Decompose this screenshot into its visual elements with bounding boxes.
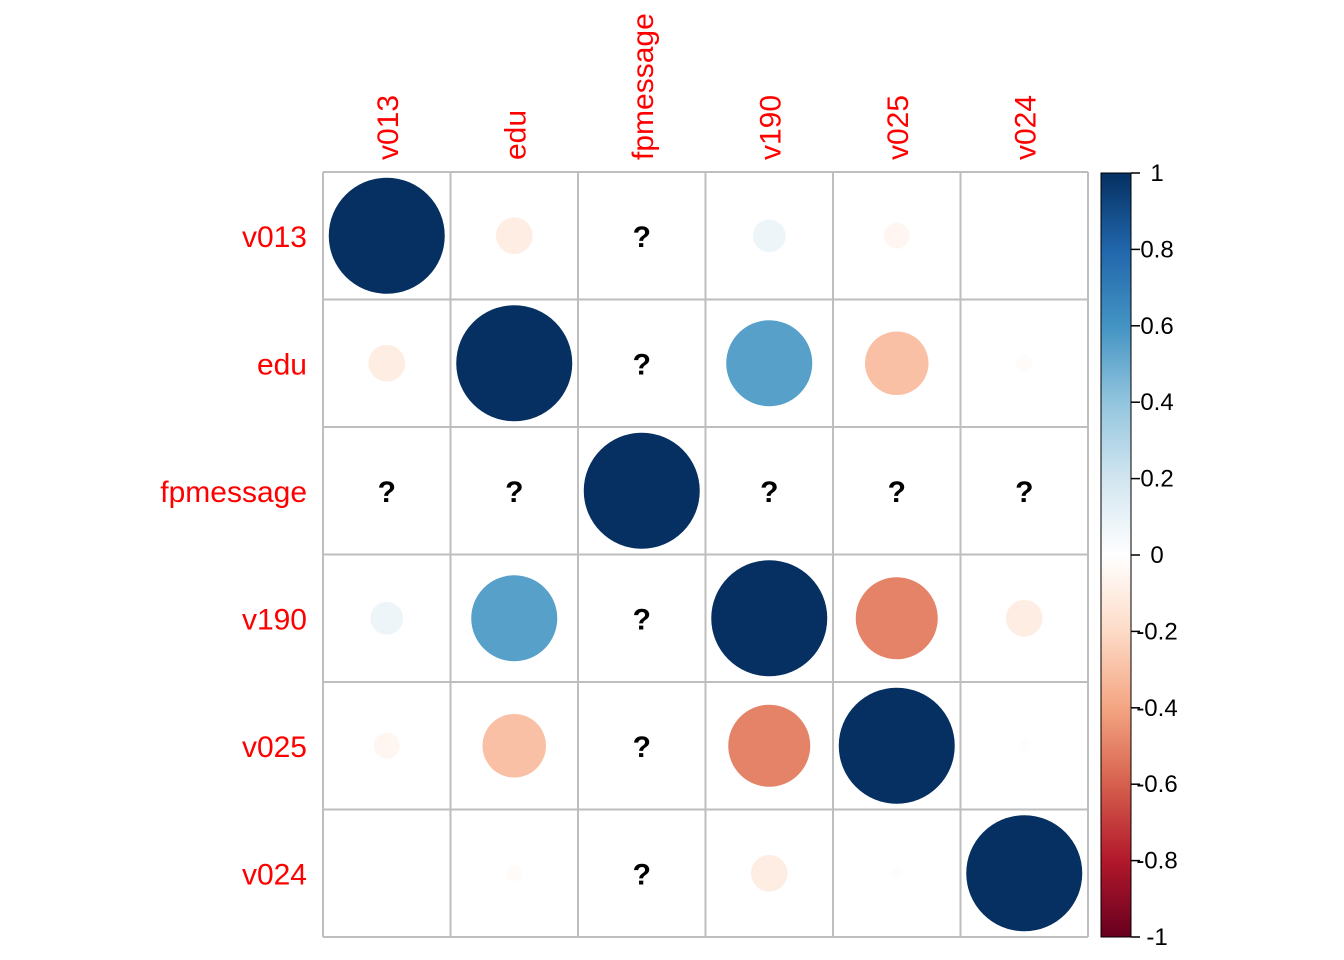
correlation-circle-v013-edu — [495, 217, 533, 255]
correlation-circle-edu-v190 — [726, 320, 813, 407]
missing-value-mark: ? — [505, 476, 523, 509]
correlation-circle-v190-v190 — [711, 560, 828, 677]
missing-value-mark: ? — [633, 348, 651, 381]
grid — [322, 171, 1089, 938]
correlation-circle-fpmessage-fpmessage — [583, 432, 700, 549]
correlation-circle-v024-v025 — [890, 867, 903, 880]
colorbar-tick-label: -0.2 — [1136, 618, 1177, 645]
colorbar-tick-label: -0.8 — [1136, 848, 1177, 875]
correlation-circle-v025-v025 — [838, 687, 955, 804]
correlation-circle-v013-v190 — [752, 219, 786, 253]
correlation-circle-v013-v013 — [328, 177, 445, 294]
column-label-fpmessage: fpmessage — [627, 13, 660, 160]
missing-value-marks: ?????????? — [378, 221, 1034, 892]
colorbar-tick-label: 0.2 — [1140, 466, 1173, 493]
colorbar-tick-label: -0.6 — [1136, 771, 1177, 798]
column-label-v190: v190 — [754, 95, 787, 160]
colorbar-tick-label: 0.8 — [1140, 236, 1173, 263]
column-label-v024: v024 — [1009, 95, 1042, 160]
missing-value-mark: ? — [633, 603, 651, 636]
correlation-circle-v190-v024 — [1005, 599, 1043, 637]
correlation-circle-v025-v024 — [1018, 739, 1031, 752]
colorbar-tick-label: -0.4 — [1136, 695, 1177, 722]
correlation-circle-edu-v013 — [368, 344, 406, 382]
missing-value-mark: ? — [633, 221, 651, 254]
correlation-circles — [328, 177, 1083, 932]
missing-value-mark: ? — [888, 476, 906, 509]
missing-value-mark: ? — [1015, 476, 1033, 509]
color-legend: 1 0.8 0.6 0.4 0.2 0 -0.2 -0.4 -0.6 -0.8 -1 — [1100, 160, 1178, 951]
column-label-v025: v025 — [882, 95, 915, 160]
missing-value-mark: ? — [378, 476, 396, 509]
row-label-v013: v013 — [242, 221, 307, 254]
correlation-circle-v024-v190 — [750, 854, 788, 892]
column-label-v013: v013 — [372, 95, 405, 160]
colorbar-tick-label: 1 — [1150, 160, 1163, 187]
correlation-circle-v024-v024 — [966, 815, 1083, 932]
column-label-edu: edu — [499, 110, 532, 160]
colorbar-tick-label: 0 — [1150, 542, 1163, 569]
row-label-edu: edu — [257, 348, 307, 381]
row-label-fpmessage: fpmessage — [160, 476, 307, 509]
correlation-circle-v024-edu — [506, 865, 523, 882]
correlation-circle-v190-v025 — [855, 577, 938, 660]
correlation-circle-v025-edu — [482, 713, 547, 778]
correlation-circle-v190-v013 — [370, 601, 404, 635]
correlation-circle-edu-edu — [456, 305, 573, 422]
correlation-circle-edu-v024 — [1016, 355, 1033, 372]
correlation-circle-v013-v025 — [883, 222, 910, 249]
row-labels: v013 edu fpmessage v190 v025 v024 — [160, 221, 307, 892]
row-label-v025: v025 — [242, 731, 307, 764]
correlation-circle-v190-edu — [471, 575, 558, 662]
colorbar-tick-label: 0.6 — [1140, 313, 1173, 340]
correlation-circle-edu-v025 — [864, 331, 929, 396]
colorbar-tick-label: 0.4 — [1140, 389, 1173, 416]
row-label-v190: v190 — [242, 603, 307, 636]
missing-value-mark: ? — [633, 858, 651, 891]
colorbar-gradient — [1100, 172, 1132, 938]
colorbar-tick-label: -1 — [1146, 924, 1167, 951]
correlation-circle-v025-v013 — [373, 732, 400, 759]
missing-value-mark: ? — [633, 731, 651, 764]
row-label-v024: v024 — [242, 858, 307, 891]
column-labels: v013 edu fpmessage v190 v025 v024 — [372, 13, 1043, 160]
missing-value-mark: ? — [760, 476, 778, 509]
correlation-circle-v025-v190 — [728, 704, 811, 787]
